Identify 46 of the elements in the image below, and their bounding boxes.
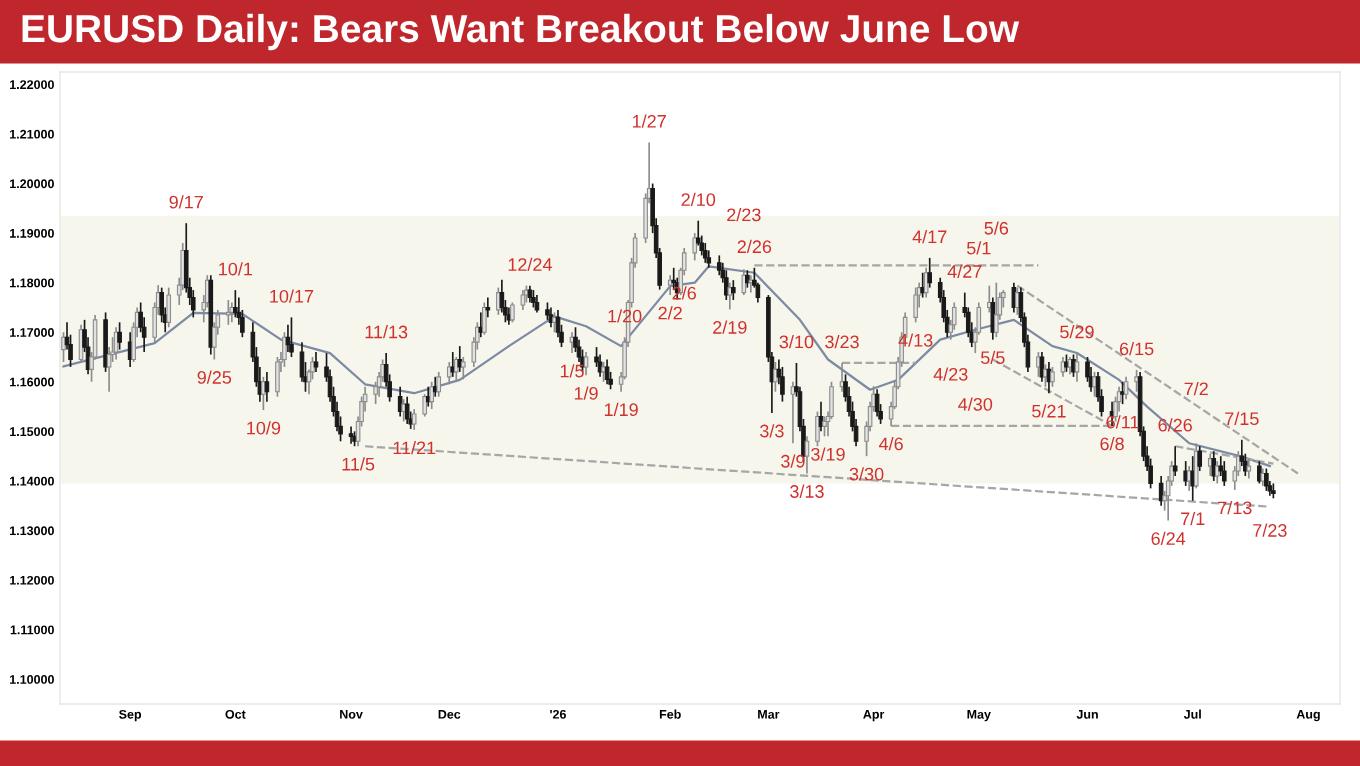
annotation: 10/9 <box>247 421 281 435</box>
annotation: 9/17 <box>169 195 203 209</box>
annotation: 10/17 <box>270 289 314 303</box>
annotation: 3/23 <box>825 335 859 349</box>
annotation: 10/1 <box>219 262 253 276</box>
annotation: 3/10 <box>779 335 814 349</box>
annotation: 7/1 <box>1181 511 1205 526</box>
annotation: 1/9 <box>574 386 598 400</box>
annotation: 3/30 <box>849 467 884 481</box>
annotation: 7/15 <box>1225 411 1259 426</box>
annotation: 1/27 <box>632 114 666 128</box>
annotation: 4/30 <box>958 397 993 411</box>
annotation: 1/5 <box>560 364 584 378</box>
annotation: 5/21 <box>1032 404 1066 418</box>
annotation: 6/24 <box>1151 531 1186 545</box>
annotation: 9/25 <box>197 370 232 384</box>
annotation: 12/24 <box>508 257 552 271</box>
annotation: 1/19 <box>604 402 638 417</box>
chart-title: EURUSD Daily: Bears Want Breakout Below June Low <box>22 13 1020 51</box>
annotation: 4/13 <box>898 333 933 347</box>
annotation: 2/23 <box>727 208 761 222</box>
annotation: 11/5 <box>342 457 375 471</box>
annotation: 3/13 <box>790 484 824 498</box>
annotation: 5/6 <box>984 221 1009 235</box>
annotation: 5/5 <box>981 350 1005 365</box>
annotation: 4/6 <box>878 437 903 451</box>
annotation: 7/13 <box>1218 500 1252 515</box>
annotation: 7/2 <box>1184 381 1208 396</box>
annotation: 3/3 <box>760 424 784 438</box>
annotation: 6/8 <box>1100 437 1124 451</box>
annotation: 2/2 <box>658 306 682 320</box>
annotation: 11/13 <box>365 325 408 339</box>
annotation: 2/19 <box>713 320 747 334</box>
annotation: 11/21 <box>393 441 436 455</box>
annotation: 2/26 <box>737 239 772 254</box>
annotation: 5/29 <box>1060 325 1094 339</box>
annotation: 4/17 <box>912 229 947 244</box>
annotation: 3/9 <box>781 454 805 468</box>
annotation: 2/10 <box>681 192 716 207</box>
annotation: 4/27 <box>947 264 982 278</box>
annotation: 5/1 <box>966 241 991 255</box>
annotation: 6/15 <box>1119 341 1154 356</box>
annotation: 4/23 <box>933 367 968 381</box>
annotation: 1/20 <box>608 309 642 323</box>
annotation: 7/23 <box>1253 523 1287 537</box>
annotation: 3/19 <box>811 447 845 461</box>
